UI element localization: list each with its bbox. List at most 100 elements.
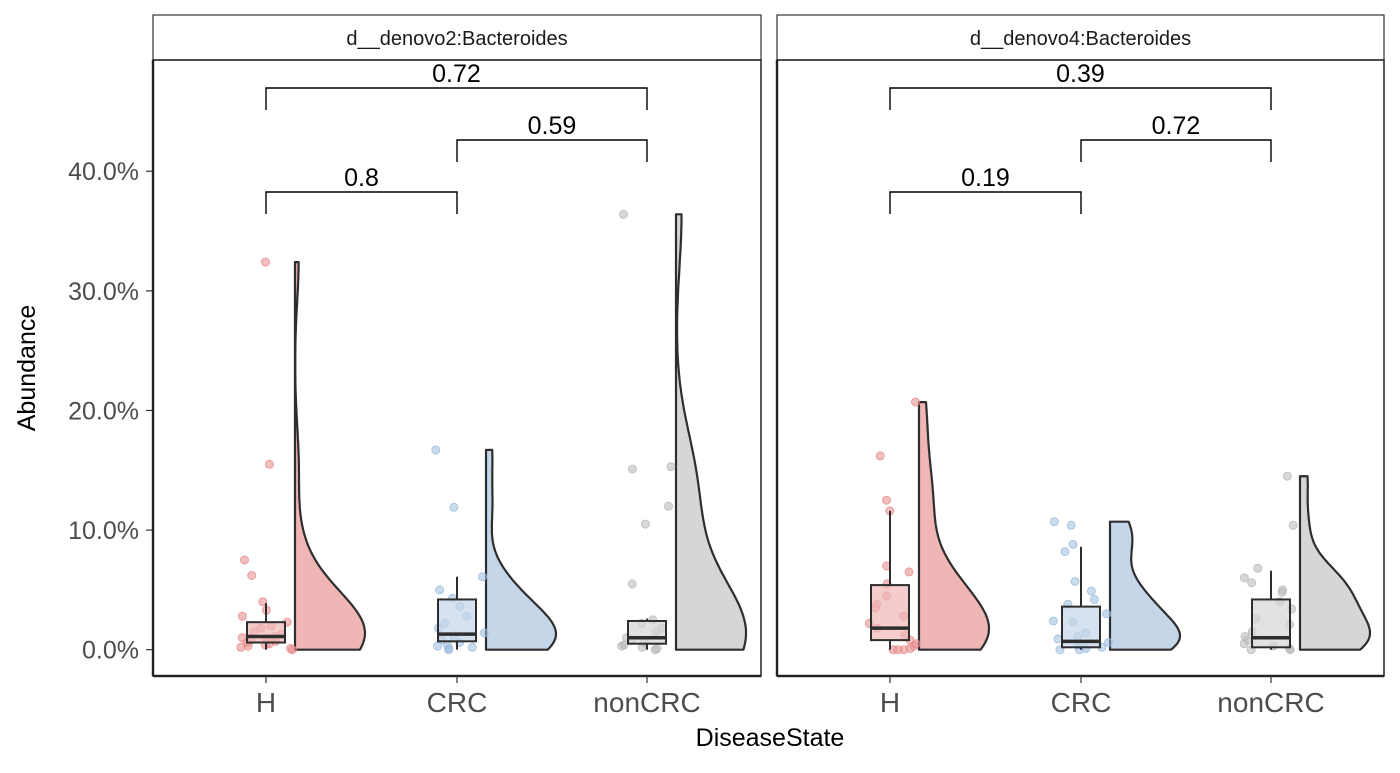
bracket-line: [456, 139, 648, 162]
facet-title: d__denovo4:Bacteroides: [970, 28, 1191, 50]
data-point: [467, 642, 477, 652]
p-value-label: 0.39: [1056, 60, 1105, 88]
data-point: [478, 572, 487, 582]
half-violin: [917, 400, 991, 651]
x-tick-label: CRC: [427, 687, 488, 718]
data-point: [1089, 594, 1099, 604]
half-violin: [1298, 475, 1372, 651]
data-point: [875, 451, 885, 461]
comparison-bracket: 0.72: [1080, 112, 1272, 162]
group-crc: CRC: [427, 445, 558, 718]
box: [627, 619, 667, 645]
data-point: [449, 502, 459, 512]
data-point: [264, 459, 274, 469]
data-point: [627, 464, 637, 474]
data-point: [1239, 639, 1249, 649]
data-point: [1048, 616, 1058, 626]
data-point: [1247, 578, 1257, 588]
data-point: [1053, 634, 1063, 644]
y-axis: 0.0% 10.0% 20.0% 30.0% 40.0%: [68, 158, 153, 665]
half-violin: [293, 261, 367, 651]
data-point: [237, 611, 247, 621]
data-point: [1288, 520, 1298, 530]
data-point: [287, 645, 297, 655]
data-point: [261, 257, 270, 267]
facet-panel: d__denovo2:Bacteroides H CRC nonCRC 0.72 0.59…: [151, 14, 762, 718]
data-point: [1102, 609, 1112, 619]
y-tick-label: 20.0%: [68, 397, 139, 425]
half-violin: [1108, 520, 1182, 651]
data-point: [431, 445, 441, 455]
data-point: [617, 641, 627, 651]
y-tick-label: 10.0%: [68, 517, 139, 545]
data-point: [904, 567, 914, 577]
data-point: [433, 641, 443, 651]
data-point: [444, 645, 454, 655]
group-h: H: [236, 257, 367, 718]
data-point: [1253, 563, 1263, 573]
y-tick-label: 30.0%: [68, 278, 139, 306]
data-point: [247, 571, 257, 580]
y-tick-label: 40.0%: [68, 158, 139, 186]
data-point: [1070, 577, 1080, 586]
data-point: [479, 628, 489, 638]
data-point: [240, 555, 249, 565]
p-value-label: 0.8: [344, 164, 379, 192]
facet-title: d__denovo2:Bacteroides: [346, 28, 567, 50]
facet-panels: d__denovo2:Bacteroides H CRC nonCRC 0.72 0.59…: [151, 14, 1385, 718]
data-point: [1277, 587, 1287, 597]
data-point: [664, 501, 673, 511]
data-point: [882, 495, 891, 505]
data-point: [258, 597, 268, 607]
p-value-label: 0.72: [1152, 112, 1201, 140]
x-tick-label: H: [880, 687, 900, 718]
data-point: [1104, 638, 1113, 647]
data-point: [1060, 547, 1070, 557]
data-point: [1086, 586, 1096, 596]
data-point: [650, 645, 660, 655]
half-violin: [674, 213, 748, 651]
data-point: [435, 585, 445, 595]
y-axis-title: Abundance: [13, 305, 41, 432]
comparison-bracket: 0.8: [265, 164, 458, 214]
data-point: [640, 519, 650, 529]
x-tick-label: nonCRC: [1217, 687, 1324, 718]
comparison-bracket: 0.72: [265, 60, 648, 110]
box: [1251, 598, 1291, 649]
data-point: [1068, 539, 1078, 549]
bracket-line: [265, 87, 648, 110]
facet-strip: [776, 14, 1385, 61]
group-noncrc: nonCRC: [1217, 471, 1372, 718]
x-tick-label: H: [256, 687, 276, 718]
facet-strip: [152, 14, 762, 61]
group-noncrc: nonCRC: [593, 209, 748, 718]
group-crc: CRC: [1048, 517, 1182, 718]
half-violin: [484, 448, 558, 651]
box: [870, 584, 910, 642]
data-point: [236, 642, 246, 652]
group-h: H: [864, 397, 991, 718]
box: [246, 621, 286, 644]
data-point: [1066, 520, 1076, 530]
p-value-label: 0.72: [432, 60, 481, 88]
x-tick-label: CRC: [1051, 687, 1112, 718]
comparison-bracket: 0.59: [456, 112, 648, 162]
y-tick-label: 0.0%: [82, 637, 139, 665]
data-point: [911, 397, 920, 407]
data-point: [666, 462, 676, 472]
bracket-line: [265, 191, 458, 214]
data-point: [1282, 471, 1292, 481]
data-point: [627, 579, 637, 589]
comparison-bracket: 0.39: [889, 60, 1272, 110]
x-tick-label: nonCRC: [593, 687, 700, 718]
bracket-line: [889, 191, 1082, 214]
p-value-label: 0.59: [528, 112, 577, 140]
facet-panel: d__denovo4:Bacteroides H CRC nonCRC 0.39 0.72…: [775, 14, 1385, 718]
x-axis-title: DiseaseState: [696, 724, 845, 752]
bracket-line: [1080, 139, 1272, 162]
data-point: [1049, 517, 1059, 527]
data-point: [1239, 573, 1249, 583]
data-point: [619, 209, 628, 219]
